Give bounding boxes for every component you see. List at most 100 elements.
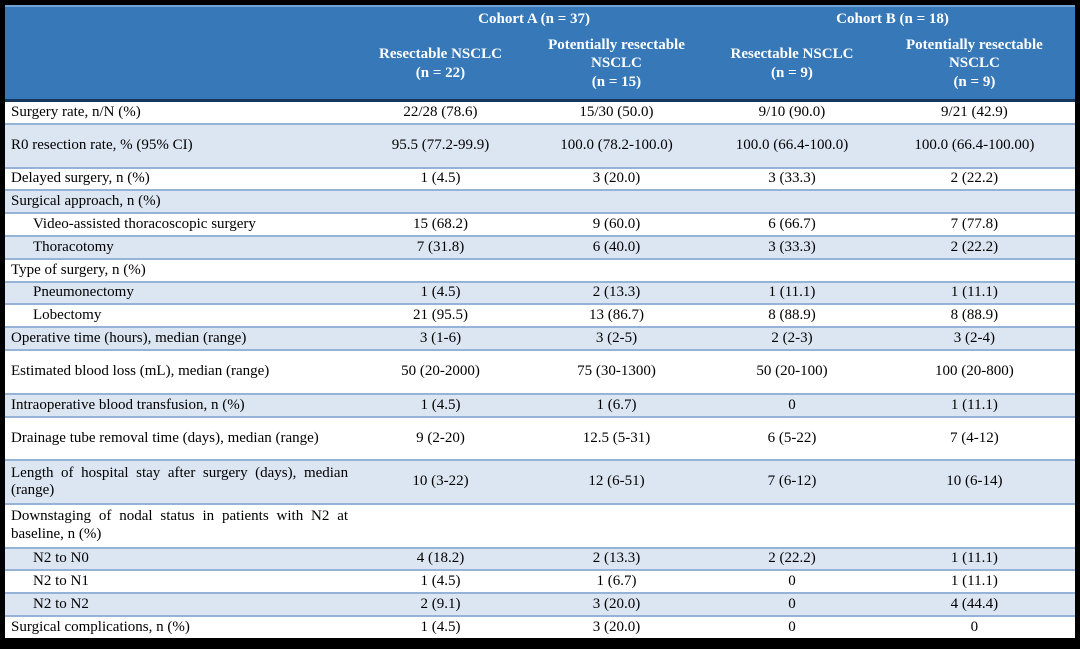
cell-value: 3 (20.0) (592, 618, 641, 635)
cell-value: 1 (6.7) (596, 573, 637, 590)
cell-value: 2 (22.2) (950, 238, 999, 255)
cell-value: 12 (6-51) (588, 473, 645, 490)
row-label: Downstaging of nodal status in patients … (11, 508, 349, 542)
table-row: Type of surgery, n (%) (5, 257, 1075, 281)
cell-value: 100.0 (66.4-100.0) (735, 136, 849, 153)
table-row: Video-assisted thoracoscopic surgery 15 … (5, 212, 1075, 235)
cell-value: 3 (2-5) (595, 330, 638, 347)
cell-value: 100.0 (78.2-100.0) (560, 136, 673, 153)
cell-value: 1 (11.1) (768, 284, 816, 301)
table-header: Cohort A (n = 37) Cohort B (n = 18) Rese… (5, 5, 1075, 102)
cell-value: 1 (11.1) (950, 573, 998, 590)
column-header-potentially-a: Potentially resectable NSCLC (n = 15) (523, 36, 710, 91)
table-row: Drainage tube removal time (days), media… (5, 415, 1075, 460)
column-header-name: Potentially resectable NSCLC (906, 37, 1043, 72)
cell-value: 9/21 (42.9) (941, 103, 1008, 120)
cell-value: 0 (788, 573, 796, 590)
table-row: Surgery rate, n/N (%) 22/28 (78.6) 15/30… (5, 102, 1075, 123)
cell-value: 7 (6-12) (767, 473, 817, 490)
table-row: Downstaging of nodal status in patients … (5, 502, 1075, 547)
row-label: N2 to N2 (33, 596, 89, 613)
cell-value: 4 (18.2) (416, 550, 465, 567)
cell-value: 100.0 (66.4-100.00) (914, 136, 1035, 153)
column-header-n: (n = 9) (953, 73, 996, 90)
column-header-name: Potentially resectable NSCLC (548, 37, 685, 72)
cell-value: 7 (77.8) (950, 215, 999, 232)
column-header-row: Resectable NSCLC (n = 22) Potentially re… (5, 28, 1075, 99)
cohort-b-header: Cohort B (n = 18) (836, 11, 949, 27)
surgery-outcomes-table: Cohort A (n = 37) Cohort B (n = 18) Rese… (5, 5, 1075, 638)
row-label: N2 to N0 (33, 550, 89, 567)
table-row: Intraoperative blood transfusion, n (%) … (5, 392, 1075, 416)
cell-value: 10 (6-14) (946, 473, 1003, 490)
table-row: Surgical complications, n (%) 1 (4.5) 3 … (5, 615, 1075, 638)
cell-value: 50 (20-2000) (401, 363, 480, 380)
column-header-name: Resectable NSCLC (730, 46, 854, 63)
cell-value: 1 (11.1) (950, 396, 998, 413)
cell-value: 7 (31.8) (416, 238, 465, 255)
cell-value: 1 (4.5) (420, 170, 461, 187)
row-label: Lobectomy (33, 307, 102, 324)
table-row: Operative time (hours), median (range) 3… (5, 326, 1075, 350)
table-row: Thoracotomy 7 (31.8) 6 (40.0) 3 (33.3) 2… (5, 234, 1075, 258)
cell-value: 2 (22.2) (768, 550, 816, 567)
row-label: Surgical complications, n (%) (11, 618, 190, 635)
cell-value: 2 (9.1) (420, 596, 461, 613)
row-label: Delayed surgery, n (%) (11, 170, 150, 187)
cell-value: 9 (2-20) (416, 429, 465, 446)
cell-value: 2 (13.3) (592, 284, 641, 301)
cell-value: 2 (2-3) (771, 330, 813, 347)
cell-value: 95.5 (77.2-99.9) (391, 136, 490, 153)
cell-value: 1 (6.7) (596, 396, 637, 413)
cell-value: 12.5 (5-31) (582, 429, 651, 446)
cell-value: 75 (30-1300) (577, 363, 656, 380)
cell-value: 7 (4-12) (950, 429, 999, 446)
table-body: Surgery rate, n/N (%) 22/28 (78.6) 15/30… (5, 102, 1075, 638)
row-label: Surgery rate, n/N (%) (11, 103, 141, 120)
cell-value: 2 (13.3) (592, 550, 641, 567)
row-label: Drainage tube removal time (days), media… (11, 429, 319, 446)
cell-value: 100 (20-800) (935, 363, 1014, 380)
row-label: R0 resection rate, % (95% CI) (11, 136, 193, 153)
cell-value: 3 (33.3) (768, 238, 816, 255)
row-label: Intraoperative blood transfusion, n (%) (11, 396, 245, 413)
table-row: Lobectomy 21 (95.5) 13 (86.7) 8 (88.9) 8… (5, 303, 1075, 327)
table-row: Pneumonectomy 1 (4.5) 2 (13.3) 1 (11.1) … (5, 280, 1075, 304)
cell-value: 6 (40.0) (592, 238, 641, 255)
cell-value: 1 (4.5) (420, 618, 461, 635)
row-label: Length of hospital stay after surgery (d… (11, 464, 349, 499)
table-row: Surgical approach, n (%) (5, 189, 1075, 213)
column-header-resectable-a: Resectable NSCLC (n = 22) (358, 45, 523, 82)
table-row: R0 resection rate, % (95% CI) 95.5 (77.2… (5, 122, 1075, 167)
table-row: Length of hospital stay after surgery (d… (5, 459, 1075, 503)
cell-value: 1 (4.5) (420, 573, 461, 590)
cell-value: 3 (1-6) (419, 330, 462, 347)
row-label: Video-assisted thoracoscopic surgery (33, 215, 256, 232)
row-label: Type of surgery, n (%) (11, 261, 146, 278)
cell-value: 1 (4.5) (420, 284, 461, 301)
cell-value: 8 (88.9) (768, 307, 816, 324)
cell-value: 10 (3-22) (412, 473, 469, 490)
cell-value: 0 (970, 618, 979, 635)
cell-value: 2 (22.2) (950, 170, 999, 187)
cohort-a-header: Cohort A (n = 37) (478, 11, 591, 27)
cell-value: 8 (88.9) (950, 307, 999, 324)
row-label: Pneumonectomy (33, 284, 134, 301)
cell-value: 1 (11.1) (950, 550, 998, 567)
table-row: N2 to N0 4 (18.2) 2 (13.3) 2 (22.2) 1 (1… (5, 546, 1075, 570)
cell-value: 4 (44.4) (950, 596, 999, 613)
cell-value: 6 (5-22) (767, 429, 817, 446)
table-row: Estimated blood loss (mL), median (range… (5, 349, 1075, 393)
column-header-potentially-b: Potentially resectable NSCLC (n = 9) (874, 36, 1075, 91)
column-header-resectable-b: Resectable NSCLC (n = 9) (710, 45, 874, 82)
cell-value: 15/30 (50.0) (579, 103, 654, 120)
table-row: N2 to N1 1 (4.5) 1 (6.7) 0 1 (11.1) (5, 569, 1075, 593)
row-label: Thoracotomy (33, 238, 114, 255)
cell-value: 9 (60.0) (592, 215, 641, 232)
cell-value: 0 (788, 618, 796, 635)
cohort-header-row: Cohort A (n = 37) Cohort B (n = 18) (5, 7, 1075, 28)
column-header-n: (n = 9) (771, 64, 813, 81)
cell-value: 22/28 (78.6) (403, 103, 478, 120)
row-label: N2 to N1 (33, 573, 89, 590)
